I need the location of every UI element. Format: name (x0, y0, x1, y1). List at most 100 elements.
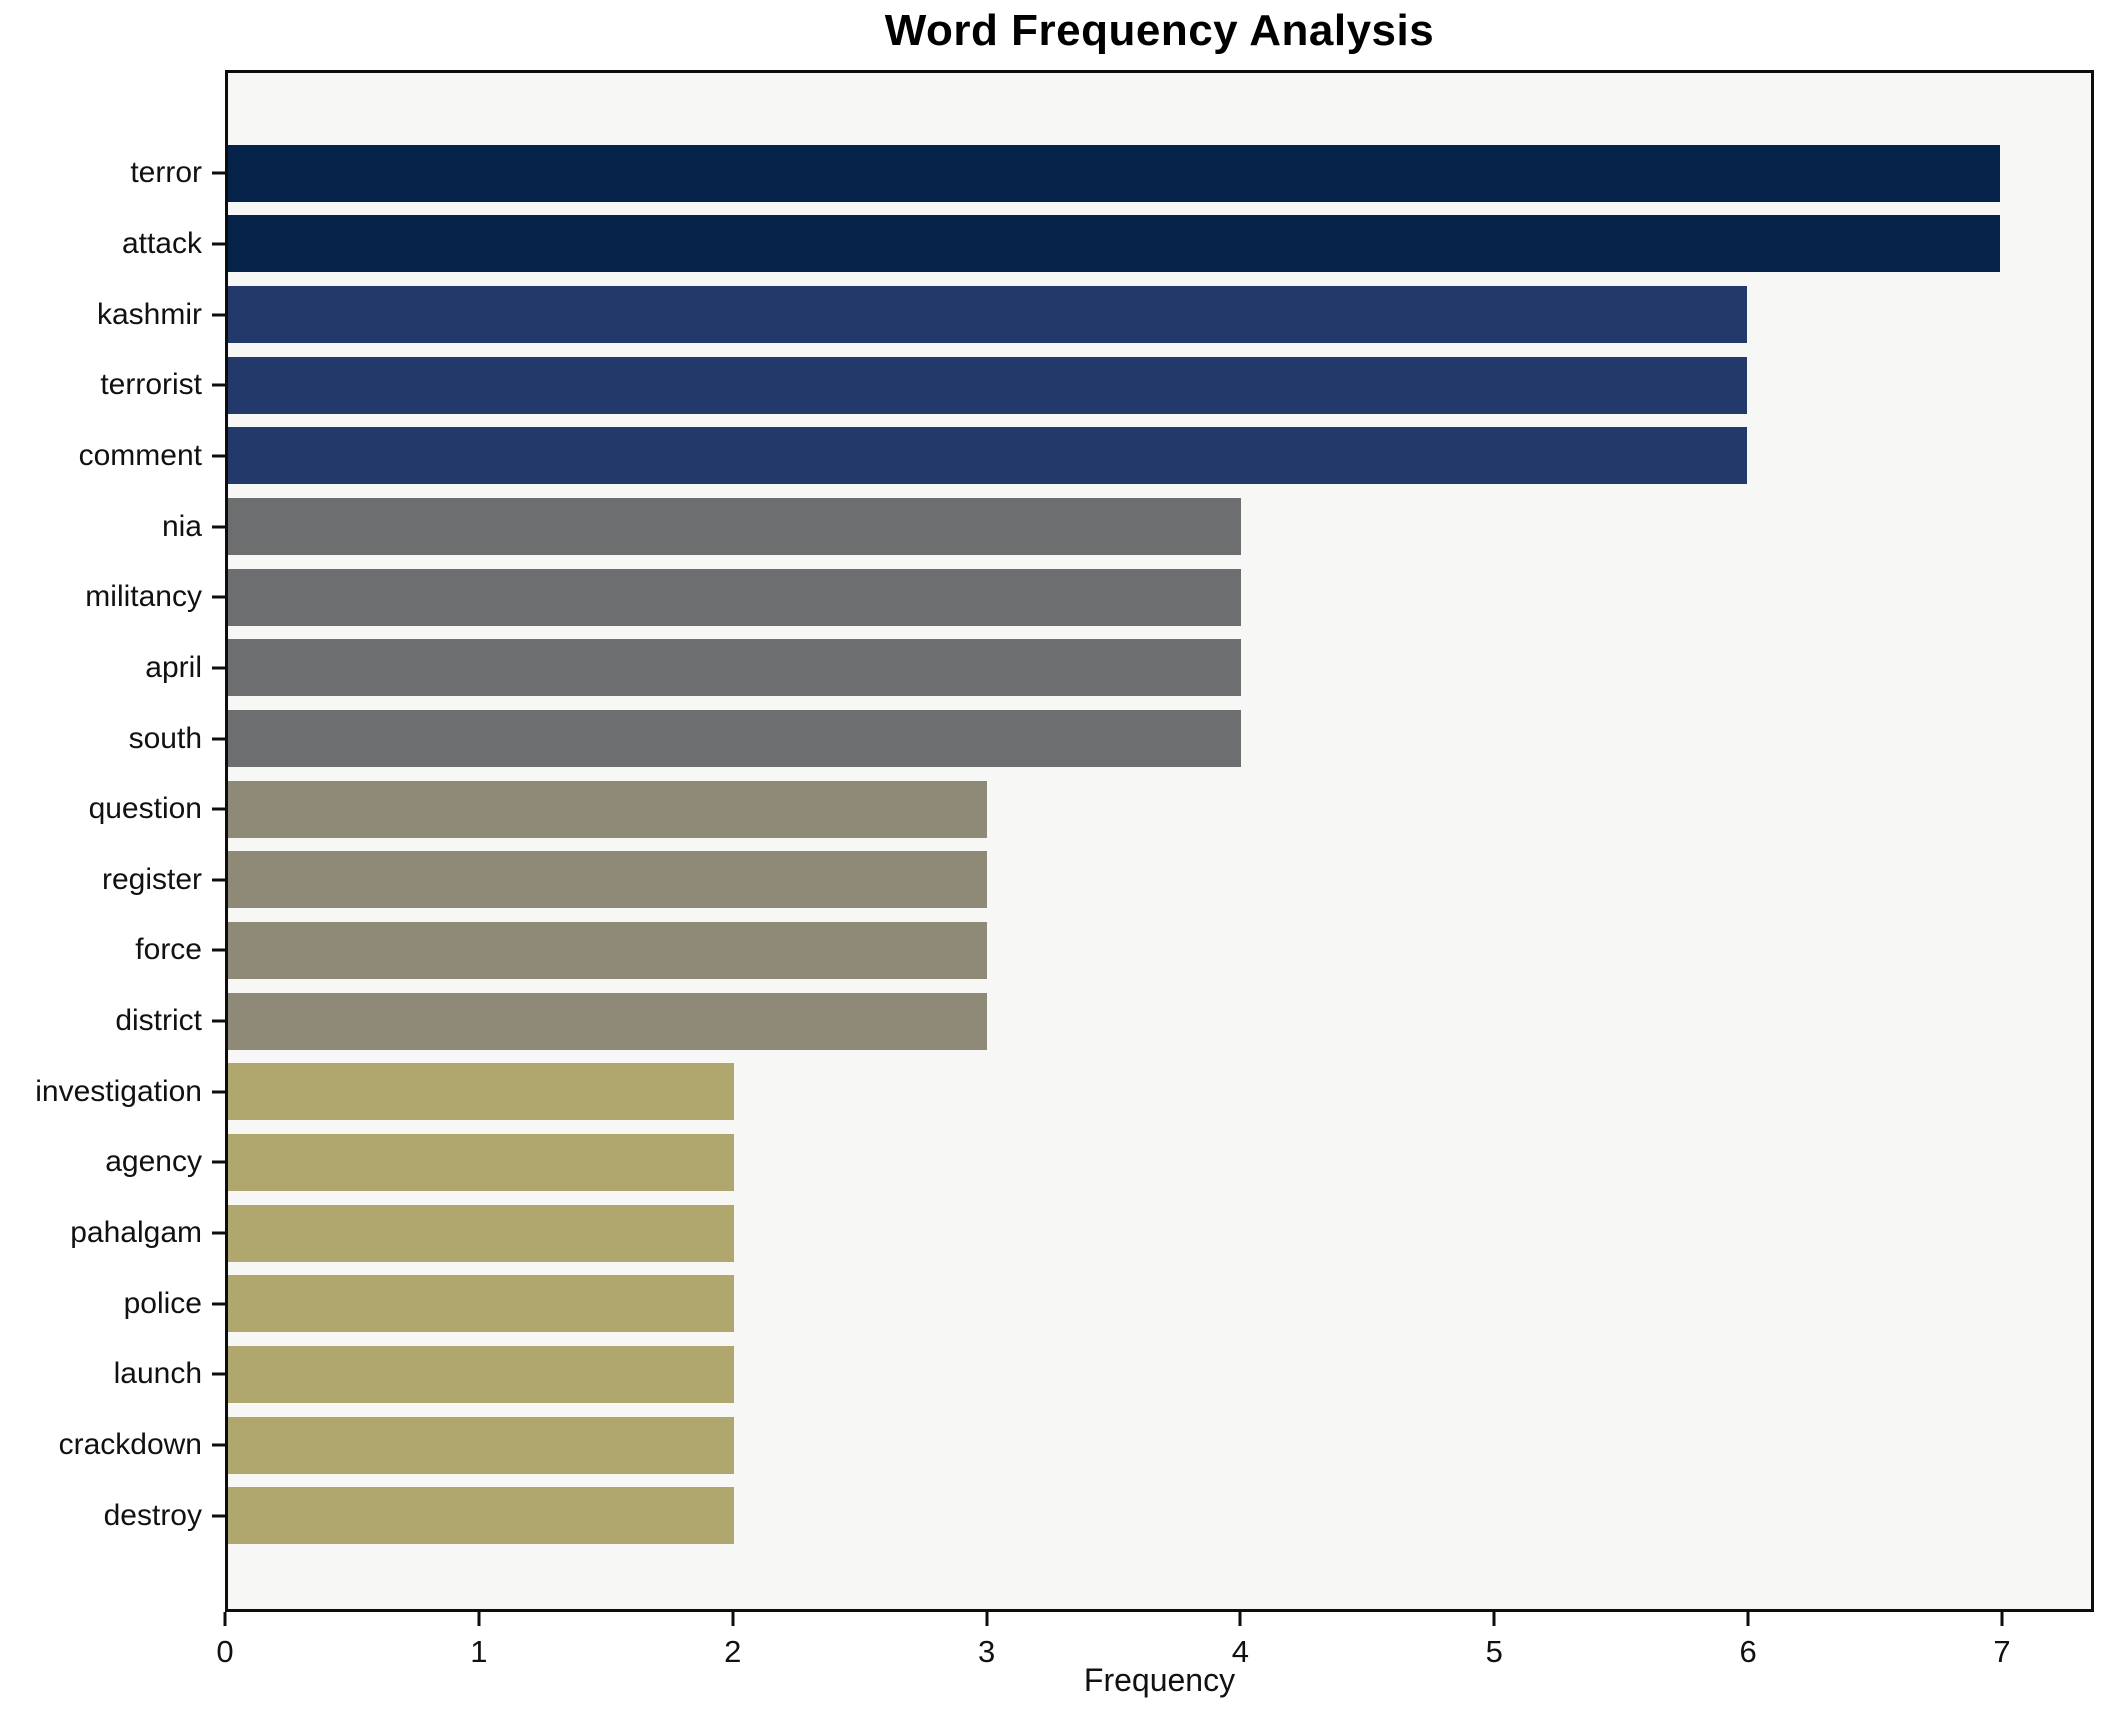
bars-container (228, 73, 2091, 1609)
bar-row-nia (228, 491, 2091, 562)
x-tick-label-7: 7 (1993, 1634, 2011, 1669)
chart-title: Word Frequency Analysis (884, 6, 1435, 55)
bar-terror (228, 144, 2000, 202)
y-label-terror: terror (130, 156, 202, 190)
x-tick-label-3: 3 (977, 1634, 996, 1669)
y-tick-mark-investigation (212, 1090, 225, 1094)
y-label-agency: agency (105, 1145, 202, 1179)
x-tick-label-5: 5 (1485, 1634, 1503, 1669)
y-label-destroy: destroy (103, 1498, 202, 1532)
y-tick-mark-attack (212, 242, 225, 246)
plot-area (225, 70, 2094, 1612)
bar-row-terror (228, 138, 2091, 209)
bar-row-militancy (228, 562, 2091, 633)
y-label-comment: comment (78, 438, 202, 472)
bar-row-launch (228, 1339, 2091, 1410)
y-label-register: register (101, 862, 202, 896)
bar-militancy (228, 568, 1241, 626)
y-tick-mark-april (212, 666, 225, 670)
y-tick-mark-crackdown (212, 1443, 225, 1447)
y-tick-mark-militancy (212, 595, 225, 599)
bar-register (228, 851, 988, 909)
bar-row-comment (228, 421, 2091, 492)
bar-row-south (228, 703, 2091, 774)
bar-row-attack (228, 209, 2091, 280)
bar-row-investigation (228, 1057, 2091, 1128)
y-tick-mark-kashmir (212, 313, 225, 317)
x-tick-label-4: 4 (1231, 1634, 1250, 1669)
bar-terrorist (228, 356, 1747, 414)
bar-row-destroy (228, 1480, 2091, 1551)
y-tick-mark-pahalgam (212, 1231, 225, 1235)
bar-row-terrorist (228, 350, 2091, 421)
y-label-south: south (128, 721, 202, 755)
y-tick-mark-register (212, 878, 225, 882)
y-label-kashmir: kashmir (96, 297, 202, 331)
bar-launch (228, 1345, 735, 1403)
bar-row-police (228, 1269, 2091, 1340)
y-label-question: question (88, 792, 202, 826)
y-label-district: district (115, 1004, 202, 1038)
x-tick-label-6: 6 (1739, 1634, 1757, 1669)
x-tick-mark-4 (1238, 1612, 1242, 1626)
x-tick-mark-6 (1746, 1612, 1750, 1626)
y-tick-mark-comment (212, 454, 225, 458)
bar-pahalgam (228, 1204, 735, 1262)
x-tick-mark-2 (731, 1612, 735, 1626)
y-label-investigation: investigation (35, 1074, 202, 1108)
x-tick-label-0: 0 (216, 1634, 234, 1669)
bar-agency (228, 1134, 735, 1192)
bar-row-april (228, 633, 2091, 704)
bar-kashmir (228, 286, 1747, 344)
y-tick-mark-force (212, 948, 225, 952)
bar-april (228, 639, 1241, 697)
bar-row-force (228, 915, 2091, 986)
x-tick-mark-7 (2000, 1612, 2004, 1626)
bar-crackdown (228, 1416, 735, 1474)
y-tick-mark-south (212, 737, 225, 741)
bar-south (228, 710, 1241, 768)
y-tick-mark-police (212, 1302, 225, 1306)
bar-force (228, 922, 988, 980)
x-tick-label-2: 2 (724, 1634, 742, 1669)
bar-row-agency (228, 1127, 2091, 1198)
y-tick-mark-destroy (212, 1514, 225, 1518)
x-tick-mark-3 (985, 1612, 989, 1626)
bar-comment (228, 427, 1747, 485)
y-tick-mark-terrorist (212, 383, 225, 387)
x-tick-label-1: 1 (470, 1634, 488, 1669)
bar-police (228, 1275, 735, 1333)
bar-nia (228, 498, 1241, 556)
x-tick-mark-1 (477, 1612, 481, 1626)
y-label-attack: attack (121, 226, 202, 260)
x-axis-title: Frequency (1083, 1662, 1236, 1698)
bar-attack (228, 215, 2000, 273)
x-tick-mark-5 (1492, 1612, 1496, 1626)
y-label-pahalgam: pahalgam (70, 1216, 202, 1250)
bar-row-crackdown (228, 1410, 2091, 1481)
bar-row-district (228, 986, 2091, 1057)
bar-investigation (228, 1063, 735, 1121)
bar-row-register (228, 845, 2091, 916)
y-label-police: police (123, 1286, 202, 1320)
bar-row-question (228, 774, 2091, 845)
y-tick-mark-agency (212, 1160, 225, 1164)
bar-row-kashmir (228, 279, 2091, 350)
bar-destroy (228, 1487, 735, 1545)
y-label-force: force (135, 933, 202, 967)
y-tick-mark-question (212, 807, 225, 811)
y-label-terrorist: terrorist (100, 368, 202, 402)
bar-row-pahalgam (228, 1198, 2091, 1269)
y-tick-mark-district (212, 1019, 225, 1023)
bar-question (228, 780, 988, 838)
y-label-crackdown: crackdown (58, 1428, 202, 1462)
y-tick-mark-terror (212, 171, 225, 175)
bar-district (228, 992, 988, 1050)
y-label-nia: nia (161, 509, 202, 543)
x-tick-mark-0 (223, 1612, 227, 1626)
y-tick-mark-launch (212, 1372, 225, 1376)
y-label-militancy: militancy (85, 580, 202, 614)
y-tick-mark-nia (212, 525, 225, 529)
y-label-april: april (145, 650, 202, 684)
